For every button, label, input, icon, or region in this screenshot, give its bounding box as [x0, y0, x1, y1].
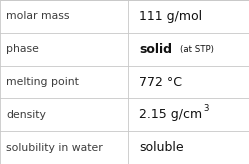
- Text: solubility in water: solubility in water: [6, 143, 103, 153]
- Text: 111 g/mol: 111 g/mol: [139, 10, 203, 23]
- Text: density: density: [6, 110, 46, 120]
- Text: molar mass: molar mass: [6, 11, 70, 21]
- Text: solid: solid: [139, 43, 173, 56]
- Text: soluble: soluble: [139, 141, 184, 154]
- Text: phase: phase: [6, 44, 39, 54]
- Text: 2.15 g/cm: 2.15 g/cm: [139, 108, 203, 121]
- Text: (at STP): (at STP): [180, 45, 214, 54]
- Text: melting point: melting point: [6, 77, 79, 87]
- Text: 772 °C: 772 °C: [139, 75, 183, 89]
- Text: 3: 3: [204, 104, 209, 113]
